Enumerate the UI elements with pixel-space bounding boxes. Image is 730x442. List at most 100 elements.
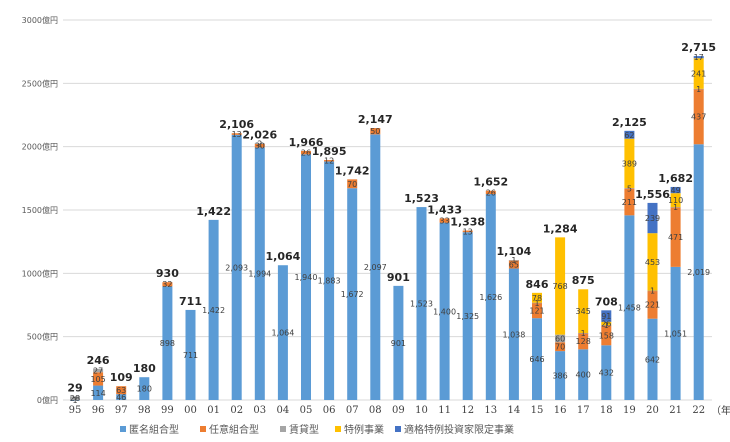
bar-segment — [532, 318, 542, 400]
x-tick-label: 07 — [346, 405, 359, 416]
x-tick-label: 14 — [508, 405, 521, 416]
legend-item-chintai: 賃貸型 — [280, 421, 319, 436]
x-tick-label: 12 — [461, 405, 474, 416]
total-value-label: 1,422 — [196, 205, 231, 218]
segment-value-label: 471 — [668, 233, 683, 242]
x-tick-label: 09 — [392, 405, 405, 416]
segment-value-label: 114 — [90, 389, 105, 398]
segment-value-label: 1 — [696, 85, 701, 94]
bar-segment — [116, 394, 127, 400]
segment-value-label: 1,458 — [618, 304, 641, 313]
segment-value-label: 26 — [601, 319, 611, 328]
bar-segment — [254, 143, 265, 148]
bar-segment — [208, 219, 219, 400]
segment-value-label: 1,883 — [318, 277, 341, 286]
x-tick-label: 05 — [300, 405, 313, 416]
segment-value-label: 70 — [555, 343, 565, 352]
segment-value-label: 1,064 — [271, 329, 294, 338]
y-tick-label: 1500億円 — [22, 205, 58, 215]
total-value-label: 875 — [572, 274, 595, 287]
bar-segment — [670, 266, 681, 400]
segment-value-label: 768 — [552, 282, 567, 291]
total-value-label: 2,026 — [242, 128, 277, 141]
y-tick-label: 2000億円 — [22, 142, 58, 152]
bar-segment — [578, 332, 589, 334]
legend-swatch — [280, 425, 286, 432]
bar-segment — [670, 186, 681, 194]
segment-value-label: 400 — [576, 371, 591, 380]
x-tick-label: 10 — [415, 405, 428, 416]
bar-segment — [601, 310, 612, 322]
total-value-label: 2,147 — [358, 113, 393, 126]
legend-item-nini: 任意組合型 — [200, 421, 259, 436]
total-value-label: 711 — [179, 295, 202, 308]
total-value-label: 2,125 — [612, 116, 647, 129]
segment-value-label: 1,400 — [433, 307, 456, 316]
bar-segment — [647, 318, 658, 400]
x-tick-label: 03 — [253, 405, 266, 416]
total-value-label: 246 — [87, 354, 110, 367]
x-tick-label: 98 — [138, 405, 151, 416]
segment-value-label: 50 — [370, 127, 380, 136]
segment-value-label: 32 — [162, 280, 172, 289]
bar-segment — [324, 159, 335, 162]
total-value-label: 1,895 — [312, 145, 347, 158]
bar-segment — [670, 207, 681, 267]
bar-segment — [693, 88, 704, 90]
bar-segment — [624, 187, 635, 189]
bar-segment — [508, 260, 519, 261]
bar-segment — [254, 143, 265, 144]
segment-value-label: 33 — [440, 217, 450, 226]
legend-swatch — [335, 425, 341, 432]
y-tick-label: 500億円 — [27, 332, 58, 342]
segment-value-label: 1,051 — [664, 329, 687, 338]
segment-value-label: 2,093 — [225, 263, 248, 272]
bar-segment — [624, 130, 635, 139]
x-axis-ticks: 95 96 97 98 99 00 01 02 03 04 05 06 07 08 09 10 11 12 13 14… — [69, 405, 705, 416]
x-tick-label: 11 — [438, 405, 451, 416]
segment-value-label: 28 — [70, 394, 80, 403]
bar-segment — [647, 290, 658, 292]
total-value-label: 1,433 — [427, 203, 462, 216]
segment-value-label: 49 — [671, 186, 681, 195]
bar-segment — [693, 58, 704, 89]
bar-segment — [370, 134, 381, 400]
segment-value-label: 646 — [529, 355, 544, 364]
bar-segment — [393, 285, 404, 400]
x-tick-label: 00 — [184, 405, 197, 416]
segment-value-label: 1,038 — [502, 330, 525, 339]
legend-label: 任意組合型 — [209, 425, 259, 436]
x-tick-label: 99 — [161, 405, 174, 416]
segment-value-label: 2,097 — [364, 263, 387, 272]
segment-value-label: 105 — [90, 375, 105, 384]
x-tick-label: 01 — [207, 405, 220, 416]
segment-value-label: 30 — [255, 142, 265, 151]
legend-swatch — [120, 425, 126, 432]
segment-value-label: 46 — [116, 393, 126, 402]
segment-value-label: 241 — [691, 70, 706, 79]
legend-swatch — [200, 425, 206, 432]
bar-segment — [416, 207, 427, 400]
segment-value-label: 12 — [324, 157, 334, 166]
bar-segment — [347, 188, 358, 400]
y-tick-label: 2500億円 — [22, 78, 58, 88]
segment-value-label: 60 — [555, 334, 565, 343]
x-tick-label: 22 — [692, 405, 705, 416]
total-value-label: 1,284 — [543, 222, 578, 235]
bar-segment — [508, 268, 519, 400]
y-tick-label: 1000億円 — [22, 268, 58, 278]
x-tick-label: 97 — [115, 405, 128, 416]
legend-item-tokumei: 匿名組合型 — [120, 421, 179, 436]
segment-value-label: 1,994 — [248, 270, 271, 279]
bar-segment — [116, 386, 127, 395]
bar-segment — [462, 230, 473, 233]
segment-value-label: 128 — [576, 337, 591, 346]
segment-value-label: 1,940 — [295, 273, 318, 282]
bar-segment — [301, 150, 311, 155]
segment-value-label: 1,325 — [456, 312, 479, 321]
bar-segment — [254, 147, 265, 400]
x-tick-label: 08 — [369, 405, 382, 416]
total-value-label: 1,064 — [266, 250, 301, 263]
